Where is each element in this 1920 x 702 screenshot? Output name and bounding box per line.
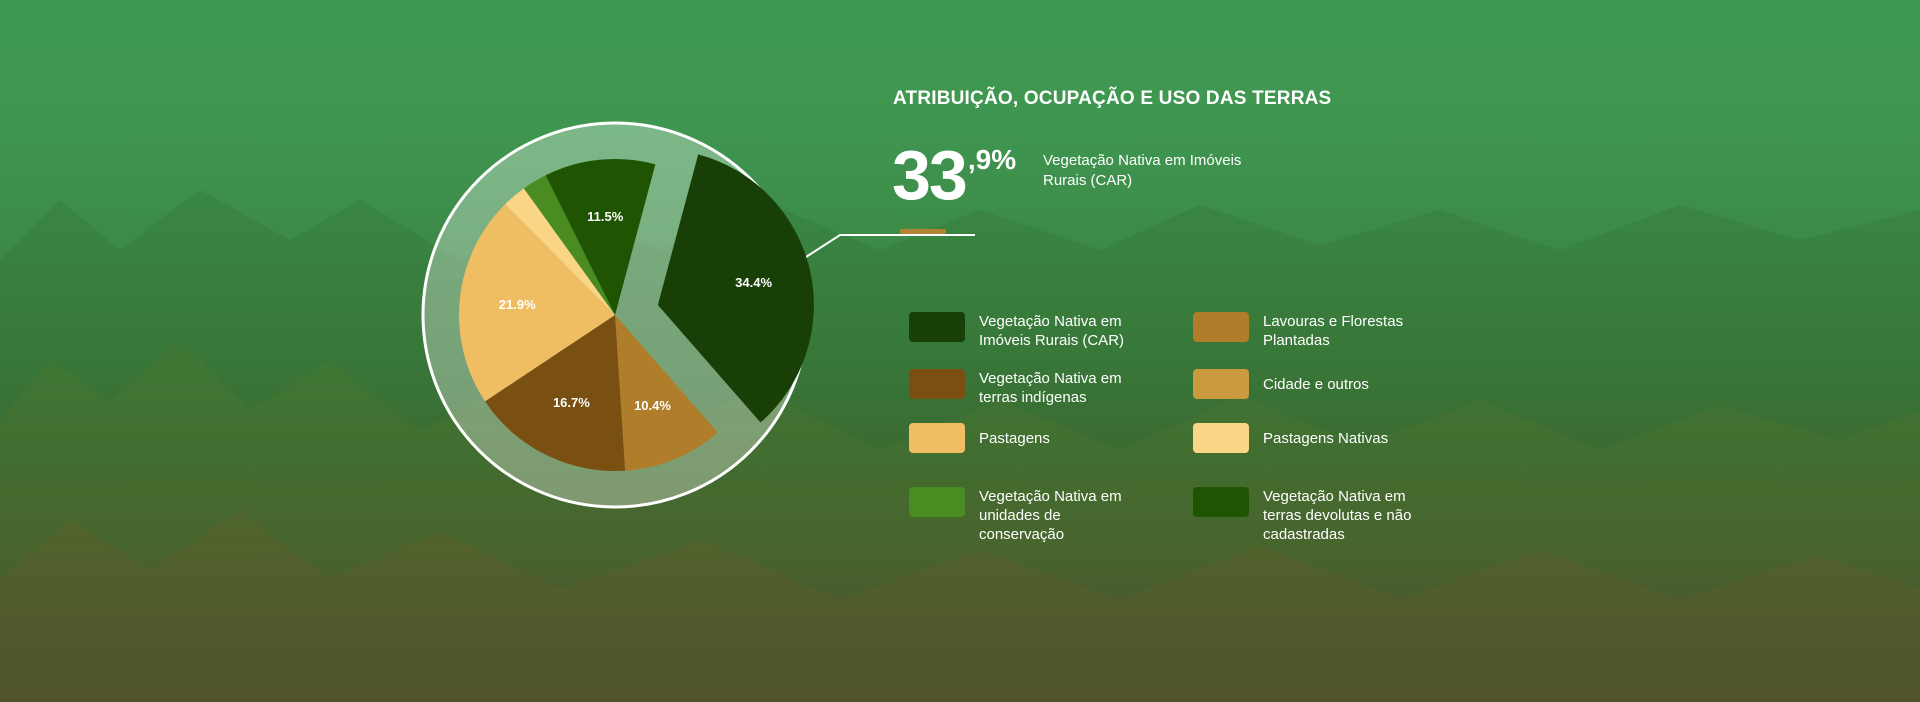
pie-svg: 34.4% 10.4% 16.7% 21.9% 11.5% [421,121,814,509]
pie-slice [657,154,814,423]
legend-label: Pastagens Nativas [1263,430,1389,447]
legend-label: Vegetação Nativa em unidades de conserva… [979,488,1122,543]
accent-bar [900,229,946,234]
legend-swatch [1193,312,1249,342]
slice-label: 21.9% [499,297,536,312]
legend-swatch [909,312,965,342]
slice-label: 11.5% [587,209,624,224]
slice-label: 16.7% [553,395,590,410]
pie-slice [505,188,615,315]
legend-label: Pastagens [979,430,1050,447]
legend-swatch [1193,369,1249,399]
highlight-decimal: ,9% [967,144,1017,175]
highlight-integer: 33 [892,136,968,214]
legend-label: Vegetação Nativa em terras indígenas [979,370,1122,406]
legend-item: Pastagens [909,423,1149,453]
slice-label: 34.4% [735,275,772,290]
slice-label: 10.4% [634,398,671,413]
legend-item: Lavouras e Florestas Plantadas [1193,312,1433,350]
legend-item: Vegetação Nativa em terras devolutas e n… [1193,487,1433,544]
legend-item: Vegetação Nativa em Imóveis Rurais (CAR) [909,312,1149,350]
legend-label: Vegetação Nativa em terras devolutas e n… [1263,488,1412,543]
legend-item: Pastagens Nativas [1193,423,1433,453]
legend-item: Vegetação Nativa em unidades de conserva… [909,487,1149,544]
legend-swatch [909,423,965,453]
legend-swatch [909,369,965,399]
highlight-label: Vegetação Nativa em Imóveis Rurais (CAR) [1043,152,1242,189]
chart-title: ATRIBUIÇÃO, OCUPAÇÃO E USO DAS TERRAS [893,88,1332,109]
legend-swatch [1193,423,1249,453]
pie-slice [485,315,626,471]
pie-slice [545,159,656,315]
legend-swatch [909,487,965,517]
pie-slice [615,315,718,471]
legend-label: Cidade e outros [1263,376,1369,393]
legend-label: Lavouras e Florestas Plantadas [1263,313,1404,349]
highlight-value: 33,9% [892,140,1016,210]
legend-label: Vegetação Nativa em Imóveis Rurais (CAR) [979,313,1125,349]
pie-slice [523,175,615,315]
pie-chart: 34.4% 10.4% 16.7% 21.9% 11.5% [415,120,815,520]
pie-slice [459,204,615,402]
legend-item: Vegetação Nativa em terras indígenas [909,369,1149,407]
legend-swatch [1193,487,1249,517]
legend-item: Cidade e outros [1193,369,1433,399]
